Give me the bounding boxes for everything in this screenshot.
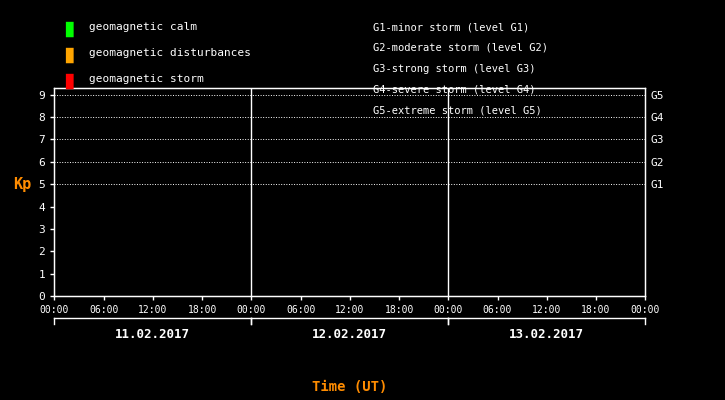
Text: 12.02.2017: 12.02.2017 [312, 328, 387, 342]
Text: █: █ [65, 48, 72, 64]
Text: 11.02.2017: 11.02.2017 [115, 328, 191, 342]
Text: G4-severe storm (level G4): G4-severe storm (level G4) [373, 84, 536, 94]
Text: geomagnetic calm: geomagnetic calm [89, 22, 197, 32]
Text: geomagnetic disturbances: geomagnetic disturbances [89, 48, 251, 58]
Text: █: █ [65, 22, 72, 38]
Text: G3-strong storm (level G3): G3-strong storm (level G3) [373, 64, 536, 74]
Text: Time (UT): Time (UT) [312, 380, 388, 394]
Y-axis label: Kp: Kp [13, 177, 31, 192]
Text: G1-minor storm (level G1): G1-minor storm (level G1) [373, 22, 530, 32]
Text: 13.02.2017: 13.02.2017 [509, 328, 584, 342]
Text: █: █ [65, 74, 72, 90]
Text: G5-extreme storm (level G5): G5-extreme storm (level G5) [373, 105, 542, 115]
Text: geomagnetic storm: geomagnetic storm [89, 74, 204, 84]
Text: G2-moderate storm (level G2): G2-moderate storm (level G2) [373, 43, 548, 53]
